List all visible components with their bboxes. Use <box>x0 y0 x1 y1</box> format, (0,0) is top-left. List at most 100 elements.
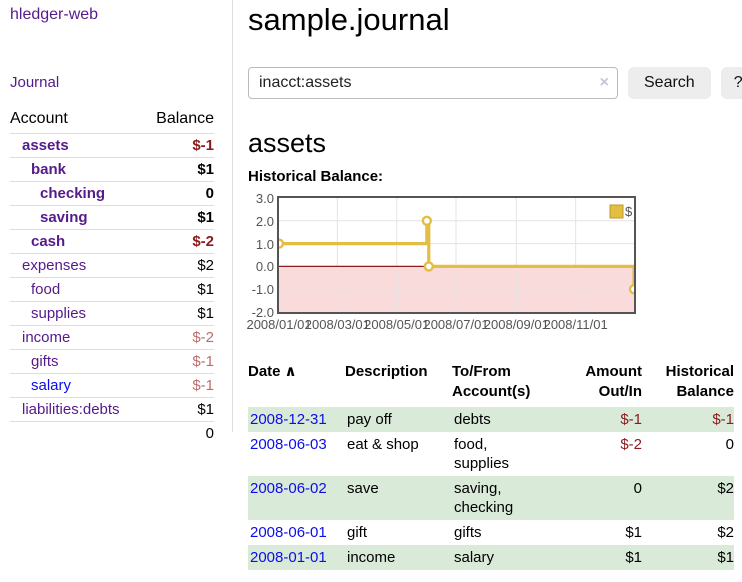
sidebar-account-link[interactable]: salary <box>31 377 72 394</box>
accounts-header-balance: Balance <box>143 106 214 134</box>
sidebar-account-link[interactable]: assets <box>22 137 69 154</box>
chart-title: Historical Balance: <box>248 168 384 185</box>
transaction-amount: 0 <box>552 476 642 520</box>
data-point-marker <box>279 238 285 249</box>
y-axis-tick-label: 2.0 <box>255 213 274 229</box>
clear-search-icon[interactable]: × <box>599 74 609 91</box>
sidebar-account-link[interactable]: expenses <box>22 257 87 274</box>
main-content: sample.journal × Search ? assets Histori… <box>233 0 742 582</box>
accounts-total-value: 0 <box>143 421 214 445</box>
sidebar-item-journal[interactable]: Journal <box>10 74 60 91</box>
transaction-balance: $2 <box>717 524 734 541</box>
transaction-accounts: food, supplies <box>454 436 510 472</box>
transaction-amount: $1 <box>552 545 642 570</box>
sidebar-account-link[interactable]: liabilities:debts <box>22 401 120 418</box>
transaction-balance: $-1 <box>642 407 734 432</box>
sort-ascending-icon: ∧ <box>284 363 297 380</box>
transaction-row[interactable]: 2008-06-02 save saving, checking 0 $2 <box>248 476 734 520</box>
account-row: liabilities:debts $1 <box>10 397 214 422</box>
chart-plot-area: $ <box>277 196 636 314</box>
sidebar: hledger-web Journal Account Balance asse… <box>0 0 233 582</box>
y-axis-tick-label: -1.0 <box>251 282 274 298</box>
transaction-description: gift <box>347 524 368 541</box>
transaction-row[interactable]: 2008-06-01 gift gifts $1 $2 <box>248 520 734 545</box>
account-balance: $-1 <box>143 349 214 374</box>
data-point-marker <box>421 215 433 226</box>
transaction-amount: $-2 <box>620 436 642 453</box>
x-axis-tick-label: 2008/07/01 <box>423 317 489 332</box>
legend-label: $ <box>625 204 633 219</box>
x-axis-tick-label: 2008/05/01 <box>364 317 430 332</box>
transaction-row[interactable]: 2008-01-01 income salary $1 $1 <box>248 545 734 570</box>
account-row: income $-2 <box>10 325 214 350</box>
account-balance: $-1 <box>143 133 214 158</box>
sidebar-account-link[interactable]: food <box>31 281 61 298</box>
account-balance: $1 <box>143 157 214 182</box>
register-column-header[interactable]: Historical Balance <box>665 363 734 400</box>
data-point-marker <box>628 284 634 295</box>
sidebar-account-link[interactable]: supplies <box>31 305 87 322</box>
account-balance: $-2 <box>143 229 214 254</box>
search-input[interactable] <box>248 67 618 99</box>
accounts-header-row: Account Balance <box>10 106 214 134</box>
transaction-description: pay off <box>345 407 452 432</box>
account-balance: $1 <box>143 301 214 326</box>
register-column-header[interactable]: To/From Account(s) <box>452 363 531 400</box>
account-balance: $1 <box>143 205 214 230</box>
sidebar-account-link[interactable]: gifts <box>31 353 59 370</box>
search-form: × Search ? <box>248 67 742 99</box>
transaction-accounts: saving, checking <box>452 476 552 520</box>
transaction-row[interactable]: 2008-06-03 eat & shop food, supplies $-2 0 <box>248 432 734 476</box>
register-column-header[interactable]: Description <box>345 363 428 380</box>
account-balance: $1 <box>143 397 214 422</box>
sidebar-account-link[interactable]: checking <box>40 185 106 202</box>
transaction-date-link[interactable]: 2008-12-31 <box>250 411 327 428</box>
transaction-accounts: salary <box>452 545 552 570</box>
account-row: assets $-1 <box>10 133 214 158</box>
x-axis-tick-label: 2008/01/01 <box>246 317 312 332</box>
register-column-header[interactable]: Amount Out/In <box>585 363 642 400</box>
historical-balance-chart: 3.0 2.0 1.0 0.0 -1.0 -2.0 $2008/01/01 2008/03/0… <box>246 192 638 334</box>
brand-link[interactable]: hledger-web <box>10 6 99 23</box>
register-table-body: 2008-12-31 pay off debts $-1 $-1 2008-06-03 ea… <box>248 407 734 570</box>
register-column-header[interactable]: Date ∧ <box>248 363 297 380</box>
transaction-date-link[interactable]: 2008-01-01 <box>250 549 327 566</box>
accounts-total-row: 0 <box>10 421 214 445</box>
account-balance: $-1 <box>143 373 214 398</box>
account-row: cash $-2 <box>10 229 214 254</box>
legend-swatch <box>609 204 624 219</box>
sidebar-account-link[interactable]: bank <box>31 161 67 178</box>
search-button[interactable]: Search <box>628 67 711 99</box>
transaction-balance: $1 <box>642 545 734 570</box>
transaction-date-link[interactable]: 2008-06-02 <box>250 480 327 497</box>
transaction-description: income <box>345 545 452 570</box>
account-row: bank $1 <box>10 157 214 182</box>
sidebar-account-link[interactable]: cash <box>31 233 66 250</box>
x-axis-tick-label: 2008/11/01 <box>543 317 608 332</box>
transaction-amount: $1 <box>625 524 642 541</box>
sidebar-account-link[interactable]: saving <box>40 209 88 226</box>
account-balance: $1 <box>143 277 214 302</box>
y-axis-tick-label: 1.0 <box>255 236 274 252</box>
transaction-accounts: debts <box>452 407 552 432</box>
account-balance: $-2 <box>143 325 214 350</box>
account-heading: assets <box>248 128 327 158</box>
accounts-table: Account Balance assets $-1 bank $1 checking 0… <box>10 106 214 445</box>
transaction-accounts: gifts <box>454 524 482 541</box>
account-balance: $2 <box>143 253 214 278</box>
transaction-date-link[interactable]: 2008-06-03 <box>250 436 327 453</box>
transaction-row[interactable]: 2008-12-31 pay off debts $-1 $-1 <box>248 407 734 432</box>
register-header-row: Date ∧ Description To/From Account(s) Amount… <box>248 362 734 407</box>
sidebar-divider <box>232 0 233 432</box>
help-button[interactable]: ? <box>720 67 742 99</box>
account-row: food $1 <box>10 277 214 302</box>
register-table: Date ∧ Description To/From Account(s) Amount… <box>248 362 734 570</box>
sidebar-account-link[interactable]: income <box>22 329 71 346</box>
page-title: sample.journal <box>248 2 450 37</box>
transaction-date-link[interactable]: 2008-06-01 <box>250 524 327 541</box>
transaction-balance: 0 <box>725 436 734 453</box>
account-row: saving $1 <box>10 205 214 230</box>
account-balance: 0 <box>143 181 214 206</box>
transaction-description: eat & shop <box>347 436 419 453</box>
